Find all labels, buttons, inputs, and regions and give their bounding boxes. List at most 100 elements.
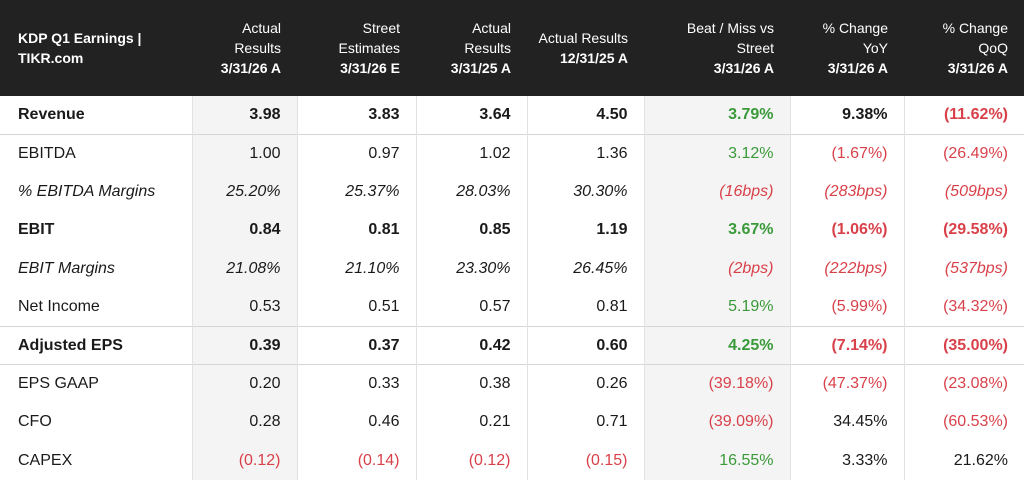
cell: 0.51 [296, 287, 416, 327]
cell: 21.08% [191, 249, 297, 288]
cell: (0.12) [415, 441, 527, 480]
cell: 0.26 [526, 364, 644, 404]
cell: 1.00 [191, 133, 297, 173]
cell: 0.81 [296, 211, 416, 250]
cell: 0.33 [296, 364, 416, 404]
cell: 1.36 [526, 133, 644, 173]
cell: (0.12) [191, 441, 297, 480]
cell: (1.67%) [789, 133, 904, 173]
cell: (11.62%) [903, 96, 1024, 135]
row-label: EBITDA [0, 133, 192, 173]
cell: (34.32%) [903, 287, 1024, 327]
row-net-income: Net Income 0.53 0.51 0.57 0.81 5.19% (5.… [0, 287, 1024, 327]
cell: (39.09%) [643, 403, 790, 442]
cell: 3.12% [643, 133, 790, 173]
cell: 0.60 [526, 325, 644, 365]
cell: 30.30% [526, 172, 644, 212]
col-header: Actual Results 3/31/26 A [192, 0, 297, 96]
cell: (7.14%) [789, 325, 904, 365]
cell: (509bps) [903, 172, 1024, 212]
cell: 0.38 [415, 364, 527, 404]
row-ebit-margins: EBIT Margins 21.08% 21.10% 23.30% 26.45%… [0, 249, 1024, 288]
cell: (537bps) [903, 249, 1024, 288]
cell: 21.10% [296, 249, 416, 288]
row-label: EPS GAAP [0, 364, 192, 404]
cell: 0.85 [415, 211, 527, 250]
cell: 0.42 [415, 325, 527, 365]
cell: 28.03% [415, 172, 527, 212]
cell: 0.46 [296, 403, 416, 442]
row-eps-gaap: EPS GAAP 0.20 0.33 0.38 0.26 (39.18%) (4… [0, 364, 1024, 404]
cell: (29.58%) [903, 211, 1024, 250]
col-header: Actual Results 12/31/25 A [527, 0, 644, 96]
row-label: CAPEX [18, 451, 73, 469]
cell: 0.37 [296, 325, 416, 365]
row-adjusted-eps: Adjusted EPS 0.39 0.37 0.42 0.60 4.25% (… [0, 325, 1024, 365]
cell: 23.30% [415, 249, 527, 288]
cell: 0.81 [526, 287, 644, 327]
cell: 9.38% [789, 96, 904, 135]
cell: 0.71 [526, 403, 644, 442]
cell: 26.45% [526, 249, 644, 288]
cell: (283bps) [789, 172, 904, 212]
row-revenue: Revenue 3.98 3.83 3.64 4.50 3.79% 9.38% … [0, 96, 1024, 135]
cell: (47.37%) [789, 364, 904, 404]
cell: (0.15) [526, 441, 644, 480]
cell: 0.97 [296, 133, 416, 173]
cell: (5.99%) [789, 287, 904, 327]
cell: 3.79% [643, 96, 790, 135]
header-row: KDP Q1 Earnings | TIKR.com Actual Result… [0, 0, 1024, 96]
cell: 5.19% [643, 287, 790, 327]
row-ebitda: EBITDA 1.00 0.97 1.02 1.36 3.12% (1.67%)… [0, 133, 1024, 173]
cell: 3.64 [415, 96, 527, 135]
cell: (60.53%) [903, 403, 1024, 442]
row-label: Revenue [18, 105, 85, 123]
cell: 1.19 [526, 211, 644, 250]
cell: (16bps) [643, 172, 790, 212]
cell: 1.02 [415, 133, 527, 173]
col-header: Beat / Miss vs Street 3/31/26 A [644, 0, 790, 96]
cell: 16.55% [643, 441, 790, 480]
cell: (35.00%) [903, 325, 1024, 365]
col-header: % Change YoY 3/31/26 A [790, 0, 904, 96]
cell: 0.28 [191, 403, 297, 442]
cell: 0.53 [191, 287, 297, 327]
cell: 0.21 [415, 403, 527, 442]
col-header: % Change QoQ 3/31/26 A [904, 0, 1024, 96]
row-cfo: CFO 0.28 0.46 0.21 0.71 (39.09%) 34.45% … [0, 403, 1024, 442]
row-capex: CAPEX (0.12) (0.14) (0.12) (0.15) 16.55%… [0, 441, 1024, 480]
cell: 3.98 [191, 96, 297, 135]
row-label: % EBITDA Margins [18, 182, 156, 200]
cell: 34.45% [789, 403, 904, 442]
cell: (2bps) [643, 249, 790, 288]
cell: (222bps) [789, 249, 904, 288]
earnings-table: KDP Q1 Earnings | TIKR.com Actual Result… [0, 0, 1024, 480]
cell: 0.84 [191, 211, 297, 250]
row-label: Adjusted EPS [0, 325, 192, 365]
cell: (39.18%) [643, 364, 790, 404]
cell: 0.20 [191, 364, 297, 404]
cell: 25.37% [296, 172, 416, 212]
cell: (1.06%) [789, 211, 904, 250]
cell: 4.50 [526, 96, 644, 135]
cell: 3.83 [296, 96, 416, 135]
row-label: Net Income [18, 297, 100, 315]
cell: (0.14) [296, 441, 416, 480]
row-label: EBIT Margins [18, 259, 115, 277]
cell: 25.20% [191, 172, 297, 212]
cell: (26.49%) [903, 133, 1024, 173]
row-label: CFO [18, 413, 52, 431]
cell: 0.57 [415, 287, 527, 327]
cell: 21.62% [903, 441, 1024, 480]
table-title: KDP Q1 Earnings | TIKR.com [0, 0, 192, 96]
col-header: Actual Results 3/31/25 A [416, 0, 527, 96]
row-ebitda-margins: % EBITDA Margins 25.20% 25.37% 28.03% 30… [0, 172, 1024, 212]
row-label: EBIT [18, 221, 55, 239]
col-header: Street Estimates 3/31/26 E [297, 0, 416, 96]
cell: 3.67% [643, 211, 790, 250]
cell: (23.08%) [903, 364, 1024, 404]
cell: 3.33% [789, 441, 904, 480]
cell: 0.39 [191, 325, 297, 365]
row-ebit: EBIT 0.84 0.81 0.85 1.19 3.67% (1.06%) (… [0, 211, 1024, 250]
cell: 4.25% [643, 325, 790, 365]
